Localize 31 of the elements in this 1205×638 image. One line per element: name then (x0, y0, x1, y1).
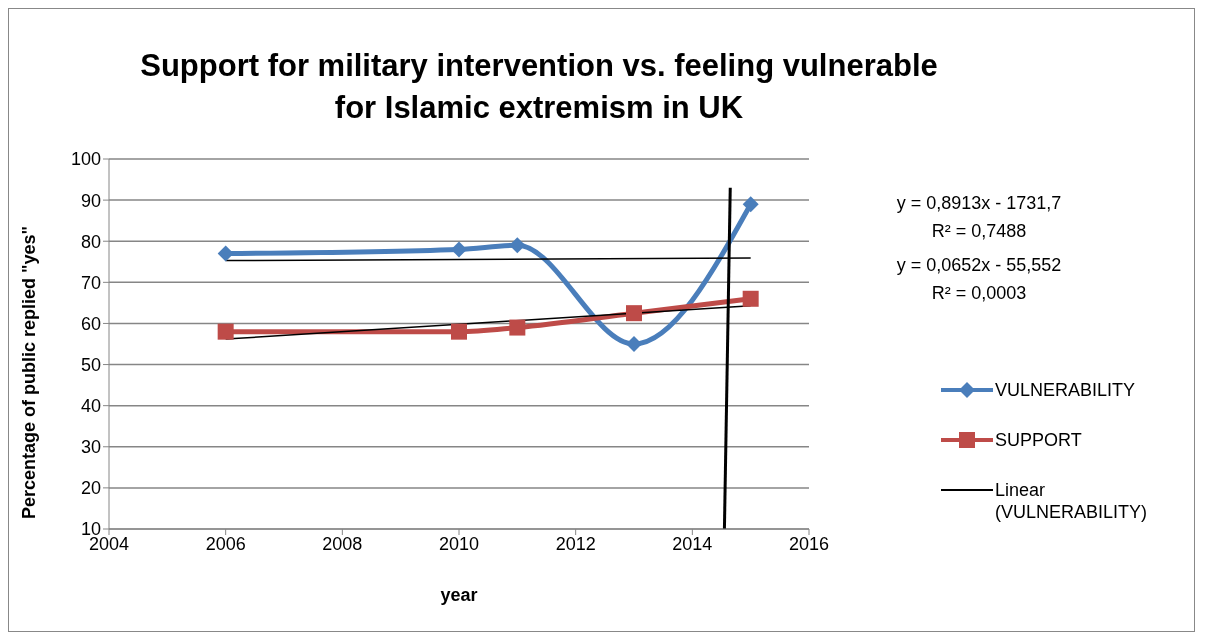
y-tick-label: 30 (80, 437, 101, 458)
y-tick-label: 90 (80, 190, 101, 211)
y-tick-label: 60 (80, 313, 101, 334)
point (509, 319, 526, 336)
x-tick-label: 2012 (555, 533, 596, 554)
y-tick-label: 40 (80, 396, 101, 417)
y-axis-title: Percentage of public replied "yes" (19, 225, 40, 519)
x-tick-label: 2010 (438, 533, 480, 554)
y-tick-label: 100 (70, 149, 101, 170)
x-tick-label: 2016 (788, 533, 830, 554)
point (509, 237, 526, 254)
point (217, 323, 234, 340)
legend-label: VULNERABILITY (995, 379, 1137, 401)
y-tick-label: 70 (80, 272, 101, 293)
legend-label: Linear (VULNERABILITY) (995, 479, 1149, 523)
point (742, 196, 759, 213)
y-tick-label: 50 (80, 354, 101, 375)
point (626, 305, 642, 322)
point (742, 290, 759, 307)
x-tick-label: 2014 (672, 533, 713, 554)
legend-label: SUPPORT (995, 429, 1083, 451)
text: y = 0,0652x - 55,552 R² = 0,0003 (895, 254, 1063, 305)
point (626, 336, 642, 352)
chart-title: Support for military intervention vs. feeling vulnerable for Islamic extremism in UK (139, 47, 939, 127)
point (451, 323, 467, 340)
y-tick-label: 80 (80, 231, 101, 252)
y-tick-label: 20 (80, 478, 101, 499)
x-tick-label: 2008 (322, 533, 363, 554)
x-axis-title: year (440, 585, 478, 605)
x-tick-label: 2006 (205, 533, 246, 554)
point (451, 241, 467, 258)
